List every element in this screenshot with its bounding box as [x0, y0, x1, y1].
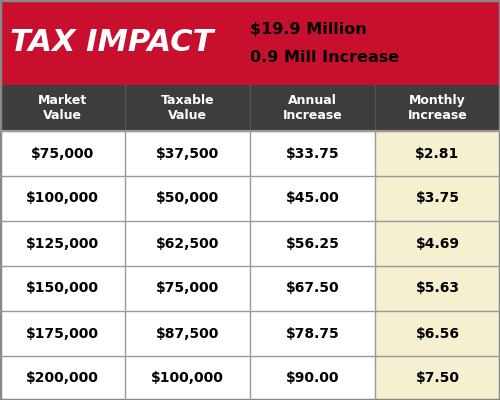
Bar	[375, 176, 500, 221]
Text: $125,000: $125,000	[26, 236, 99, 250]
Bar	[375, 356, 500, 400]
Bar	[125, 131, 250, 176]
Bar	[250, 356, 375, 400]
Bar	[250, 85, 375, 131]
Bar	[0, 176, 125, 221]
Text: $175,000: $175,000	[26, 326, 99, 340]
Bar	[250, 311, 375, 356]
Text: Monthly
Increase: Monthly Increase	[408, 94, 468, 122]
Text: $200,000: $200,000	[26, 372, 99, 386]
Bar	[125, 311, 250, 356]
Bar	[0, 221, 125, 266]
Text: $3.75: $3.75	[416, 192, 460, 206]
Text: $45.00: $45.00	[286, 192, 340, 206]
Bar	[375, 221, 500, 266]
Bar	[0, 85, 125, 131]
Text: $5.63: $5.63	[416, 282, 460, 296]
Text: $50,000: $50,000	[156, 192, 219, 206]
Bar	[250, 176, 375, 221]
Text: $62,500: $62,500	[156, 236, 219, 250]
Bar	[375, 131, 500, 176]
Text: Taxable
Value: Taxable Value	[160, 94, 214, 122]
Bar	[125, 221, 250, 266]
Text: $90.00: $90.00	[286, 372, 339, 386]
Bar	[125, 176, 250, 221]
Text: $87,500: $87,500	[156, 326, 219, 340]
Bar	[375, 266, 500, 311]
Text: Market
Value: Market Value	[38, 94, 87, 122]
Text: $78.75: $78.75	[286, 326, 340, 340]
Bar	[375, 311, 500, 356]
Bar	[250, 131, 375, 176]
Text: $6.56: $6.56	[416, 326, 460, 340]
Text: $150,000: $150,000	[26, 282, 99, 296]
Bar	[0, 311, 125, 356]
Bar	[250, 221, 375, 266]
Text: $75,000: $75,000	[156, 282, 219, 296]
Text: $2.81: $2.81	[416, 146, 460, 160]
Text: $19.9 Million: $19.9 Million	[250, 22, 367, 37]
Text: TAX IMPACT: TAX IMPACT	[10, 28, 214, 57]
Bar	[0, 0, 500, 85]
Text: $67.50: $67.50	[286, 282, 340, 296]
Text: $100,000: $100,000	[26, 192, 99, 206]
Bar	[125, 85, 250, 131]
Text: $100,000: $100,000	[151, 372, 224, 386]
Text: $56.25: $56.25	[286, 236, 340, 250]
Text: $4.69: $4.69	[416, 236, 460, 250]
Text: $7.50: $7.50	[416, 372, 460, 386]
Text: $75,000: $75,000	[31, 146, 94, 160]
Bar	[125, 266, 250, 311]
Bar	[0, 356, 125, 400]
Bar	[125, 356, 250, 400]
Bar	[0, 266, 125, 311]
Text: $33.75: $33.75	[286, 146, 340, 160]
Bar	[375, 85, 500, 131]
Text: 0.9 Mill Increase: 0.9 Mill Increase	[250, 50, 399, 65]
Text: $37,500: $37,500	[156, 146, 219, 160]
Bar	[250, 266, 375, 311]
Text: Annual
Increase: Annual Increase	[282, 94, 343, 122]
Bar	[0, 131, 125, 176]
